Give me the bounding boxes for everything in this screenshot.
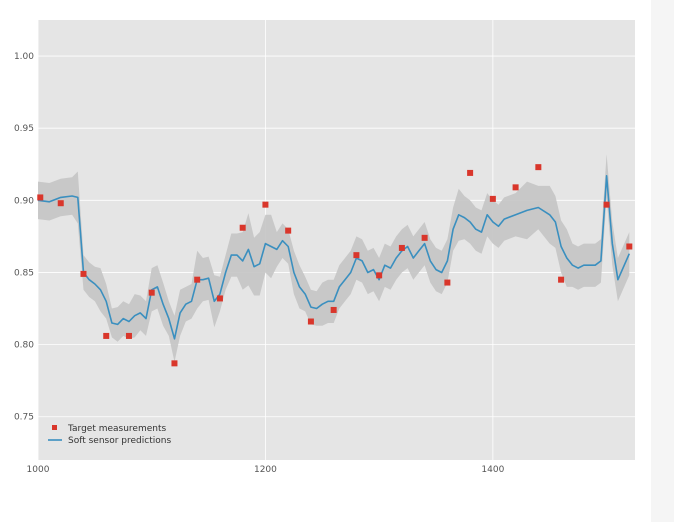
measurement-point bbox=[535, 164, 542, 171]
plot-area bbox=[38, 20, 635, 460]
window-edge-strip bbox=[651, 0, 674, 522]
measurement-point bbox=[171, 360, 178, 367]
measurement-point bbox=[285, 227, 292, 234]
measurement-point bbox=[353, 252, 360, 259]
x-tick-label: 1000 bbox=[27, 465, 50, 475]
measurement-point bbox=[57, 200, 64, 207]
prediction-band bbox=[38, 154, 630, 362]
measurement-point bbox=[330, 306, 337, 313]
measurement-point bbox=[262, 201, 269, 208]
legend-label: Target measurements bbox=[67, 424, 166, 434]
measurement-point bbox=[512, 184, 519, 191]
measurement-markers bbox=[37, 164, 633, 367]
measurement-point bbox=[37, 194, 44, 201]
x-tick-label: 1200 bbox=[254, 465, 277, 475]
measurement-point bbox=[558, 276, 565, 283]
y-tick-label: 0.80 bbox=[14, 341, 34, 351]
measurement-point bbox=[307, 318, 314, 325]
measurement-point bbox=[626, 243, 633, 250]
measurement-point bbox=[603, 201, 610, 208]
measurement-point bbox=[216, 295, 223, 302]
prediction-uncertainty-band bbox=[38, 154, 630, 362]
y-tick-label: 0.95 bbox=[14, 124, 34, 134]
chart: 0.75 0.80 0.85 0.90 0.95 1.00 1000 1200 1400 Tar… bbox=[14, 20, 635, 475]
measurement-point bbox=[194, 276, 201, 283]
legend-marker-square bbox=[52, 425, 57, 430]
measurement-point bbox=[376, 272, 383, 279]
y-tick-label: 0.75 bbox=[14, 413, 34, 423]
measurement-point bbox=[125, 332, 132, 339]
measurement-point bbox=[148, 289, 155, 296]
measurement-point bbox=[398, 244, 405, 251]
measurement-point bbox=[467, 169, 474, 176]
measurement-point bbox=[80, 270, 87, 277]
measurement-point bbox=[489, 195, 496, 202]
y-tick-label: 0.85 bbox=[14, 268, 34, 278]
measurement-point bbox=[103, 332, 110, 339]
y-tick-label: 1.00 bbox=[14, 52, 34, 62]
tick-labels: 0.75 0.80 0.85 0.90 0.95 1.00 1000 1200 1400 bbox=[14, 52, 505, 475]
legend: Target measurements Soft sensor predictio… bbox=[48, 424, 171, 446]
x-tick-label: 1400 bbox=[481, 465, 504, 475]
prediction-line-layer bbox=[37, 175, 631, 340]
measurement-point bbox=[421, 234, 428, 241]
legend-label: Soft sensor predictions bbox=[68, 436, 171, 446]
measurement-point bbox=[239, 224, 246, 231]
y-tick-label: 0.90 bbox=[14, 196, 34, 206]
prediction-line bbox=[37, 175, 631, 340]
measurement-point bbox=[444, 279, 451, 286]
